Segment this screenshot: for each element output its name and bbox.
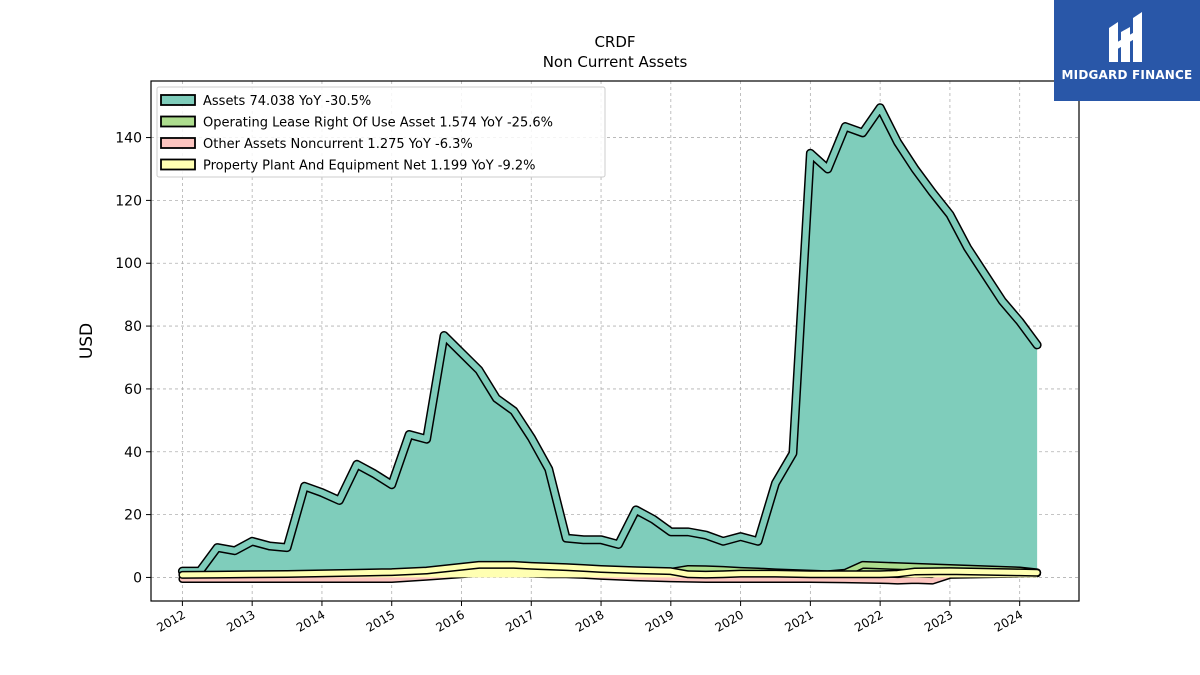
series-line-0 [179, 104, 1041, 575]
y-tick-label: 140 [115, 131, 142, 147]
x-tick-label: 2012 [154, 607, 187, 634]
y-tick-label: 100 [115, 256, 142, 272]
series-area-0 [182, 107, 1038, 578]
series-line-3 [179, 562, 1040, 578]
legend-swatch [160, 158, 196, 171]
series-layer [177, 103, 1042, 585]
plot-frame [150, 80, 1080, 602]
legend-label: Other Assets Noncurrent 1.275 YoY -6.3% [203, 137, 473, 152]
brand-name: MIDGARD FINANCE [1061, 68, 1193, 82]
chart-title: CRDF [594, 33, 635, 51]
y-tick-label: 80 [124, 319, 142, 335]
legend-box [156, 86, 606, 178]
x-tick-label: 2018 [573, 607, 606, 634]
y-tick-label: 120 [115, 193, 142, 209]
brand-mark-icon [1109, 12, 1142, 62]
x-tick-label: 2015 [364, 607, 397, 634]
brand-logo: MIDGARD FINANCE [1054, 0, 1200, 101]
x-axis-ticks: 2012 2013 2014 2015 2016 2017 2018 2019 2020 2021… [154, 601, 1025, 635]
x-tick-label: 2021 [782, 607, 815, 634]
legend-label: Property Plant And Equipment Net 1.199 Y… [203, 159, 536, 174]
y-axis-ticks: 0 20 40 60 80 100 120 140 [115, 131, 151, 586]
legend: Assets 74.038 YoY -30.5% Operating Lease … [156, 86, 606, 178]
y-axis-label: USD [77, 323, 97, 359]
x-tick-label: 2019 [643, 607, 676, 634]
x-tick-label: 2013 [224, 607, 257, 634]
chart-subtitle: Non Current Assets [543, 53, 688, 71]
y-tick-label: 0 [133, 570, 142, 586]
x-tick-label: 2016 [434, 607, 467, 634]
legend-label: Operating Lease Right Of Use Asset 1.574… [203, 116, 553, 131]
x-tick-label: 2022 [852, 607, 885, 634]
y-tick-label: 60 [124, 382, 142, 398]
x-tick-label: 2024 [992, 607, 1025, 634]
y-tick-label: 20 [124, 508, 142, 524]
y-tick-label: 40 [124, 445, 142, 461]
legend-swatch [160, 137, 196, 149]
legend-swatch [160, 94, 196, 106]
x-tick-label: 2020 [713, 607, 746, 634]
x-tick-label: 2023 [922, 607, 955, 634]
legend-label: Assets 74.038 YoY -30.5% [203, 94, 371, 109]
x-tick-label: 2014 [294, 607, 327, 634]
legend-swatch [160, 115, 196, 128]
x-tick-label: 2017 [503, 607, 536, 634]
